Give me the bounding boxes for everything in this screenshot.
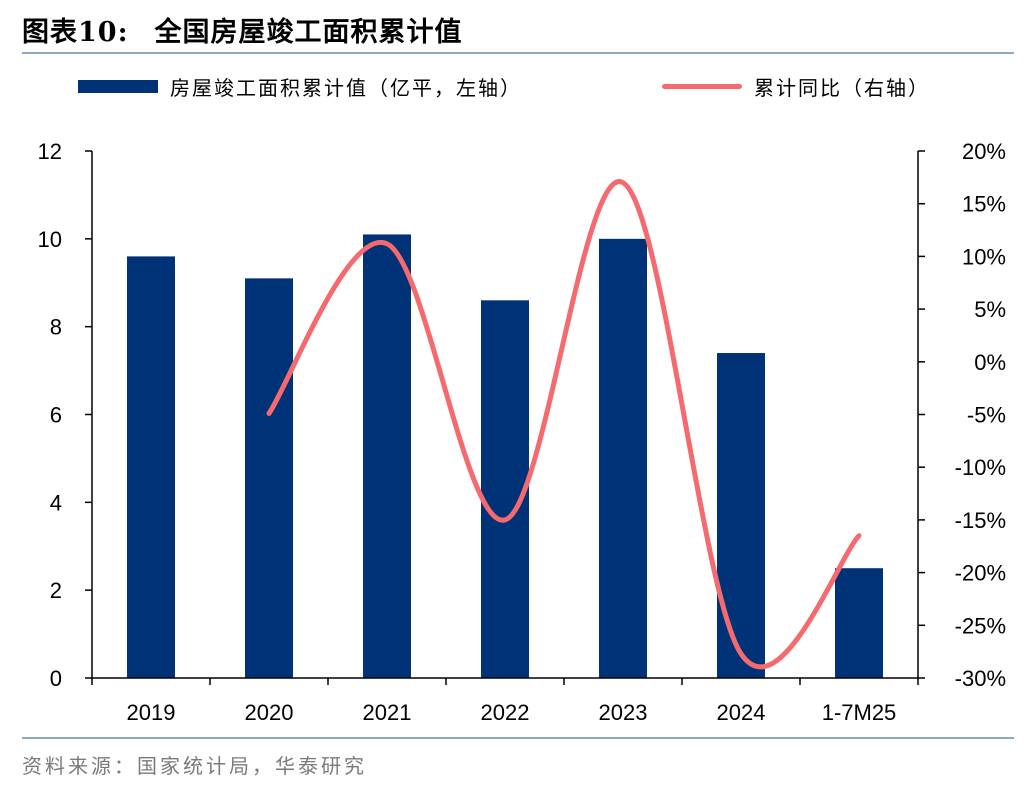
- x-tick-label: 2023: [599, 700, 648, 725]
- left-tick-label: 0: [50, 666, 62, 691]
- legend-item-bar: 房屋竣工面积累计值（亿平，左轴）: [78, 72, 522, 101]
- legend-line-swatch: [662, 84, 742, 89]
- yoy-line: [266, 179, 862, 670]
- right-tick-label: 10%: [962, 244, 1006, 269]
- left-tick-label: 6: [50, 403, 62, 428]
- x-tick-label: 2022: [481, 700, 530, 725]
- left-tick-label: 12: [38, 139, 62, 164]
- figure-title-text: 全国房屋竣工面积累计值: [154, 17, 463, 48]
- right-tick-label: -15%: [955, 508, 1006, 533]
- legend-bar-swatch: [78, 80, 158, 93]
- chart-legend: 房屋竣工面积累计值（亿平，左轴） 累计同比（右轴）: [0, 72, 1036, 112]
- right-tick-label: -20%: [955, 561, 1006, 586]
- right-tick-label: -5%: [967, 403, 1006, 428]
- right-tick-label: 0%: [974, 350, 1006, 375]
- right-tick-label: -25%: [955, 613, 1006, 638]
- x-tick-label: 1-7M25: [822, 700, 897, 725]
- x-tick-label: 2021: [363, 700, 412, 725]
- left-tick-label: 10: [38, 227, 62, 252]
- bar-2022: [481, 300, 529, 678]
- top-rule: [22, 52, 1014, 54]
- left-tick-label: 4: [50, 490, 62, 515]
- bottom-rule: [22, 737, 1014, 739]
- x-tick-label: 2019: [127, 700, 176, 725]
- bar-2023: [599, 238, 647, 679]
- x-tick-label: 2020: [245, 700, 294, 725]
- bar-2021: [363, 234, 411, 679]
- legend-item-line: 累计同比（右轴）: [662, 72, 930, 101]
- bar-1-7M25: [835, 568, 883, 678]
- figure-title: 图表10: 全国房屋竣工面积累计值: [22, 10, 463, 49]
- right-tick-label: -10%: [955, 455, 1006, 480]
- bar-2019: [127, 256, 175, 678]
- right-tick-label: -30%: [955, 666, 1006, 691]
- bar-2020: [245, 278, 293, 678]
- left-tick-label: 2: [50, 578, 62, 603]
- bar-2024: [717, 353, 765, 678]
- legend-bar-label: 房屋竣工面积累计值（亿平，左轴）: [170, 76, 522, 100]
- left-tick-label: 8: [50, 315, 62, 340]
- right-tick-label: 5%: [974, 297, 1006, 322]
- source-note: 资料来源：国家统计局，华泰研究: [22, 754, 367, 778]
- right-tick-label: 20%: [962, 139, 1006, 164]
- right-tick-label: 15%: [962, 192, 1006, 217]
- x-tick-label: 2024: [717, 700, 766, 725]
- legend-line-label: 累计同比（右轴）: [754, 76, 930, 100]
- figure-label: 图表10:: [22, 17, 129, 48]
